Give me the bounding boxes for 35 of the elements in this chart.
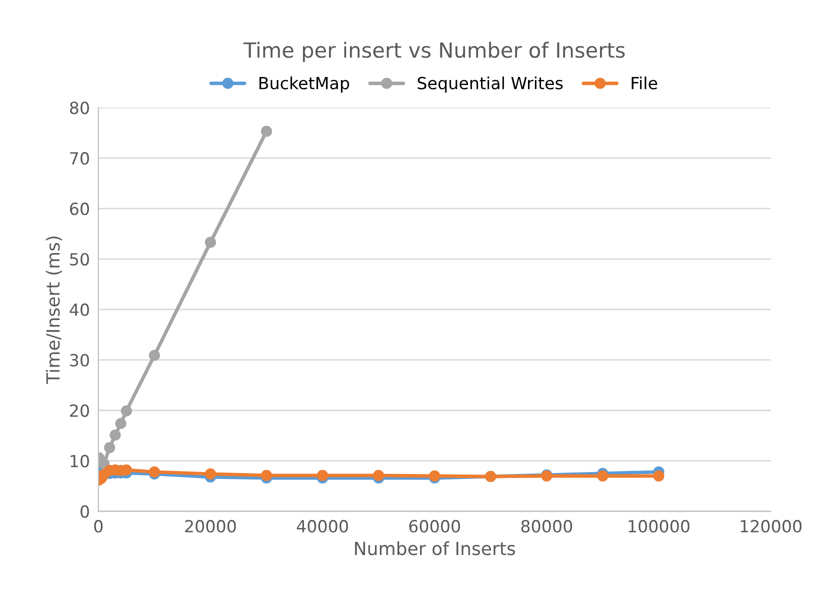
y-tick-label: 60	[70, 202, 89, 216]
point	[110, 430, 121, 441]
point	[204, 468, 216, 480]
y-tick-label: 10	[70, 454, 89, 468]
y-tick-label: 50	[70, 252, 89, 266]
chart-title: Time per insert vs Number of Inserts	[243, 42, 625, 62]
point	[120, 405, 132, 416]
x-tick-label: 80000	[521, 520, 572, 533]
y-tick-label: 80	[70, 102, 89, 114]
point	[373, 470, 384, 482]
point	[597, 470, 608, 482]
point	[204, 236, 216, 248]
legend-label: BucketMap	[259, 76, 350, 93]
x-tick-label: 0	[94, 520, 103, 533]
point	[653, 470, 664, 482]
y-tick-label: 40	[70, 303, 89, 316]
point	[260, 470, 272, 482]
point	[148, 350, 160, 361]
x-tick-label: 20000	[185, 520, 236, 533]
y-axis-title: Time/Insert (ms)	[46, 236, 62, 384]
point	[316, 470, 328, 482]
x-tick-label: 100000	[628, 520, 690, 533]
x-tick-label: 120000	[740, 520, 802, 533]
y-tick-label: 20	[70, 404, 89, 417]
legend-label: Sequential Writes	[418, 76, 563, 93]
x-tick-label: 40000	[296, 520, 348, 533]
legend-label: File	[632, 76, 658, 90]
y-tick-label: 30	[70, 354, 89, 366]
x-axis-title: Number of Inserts	[355, 541, 516, 556]
y-tick-label: 0	[80, 505, 89, 518]
point	[260, 126, 272, 137]
x-tick-label: 60000	[409, 520, 460, 533]
y-tick-label: 70	[70, 152, 89, 165]
point	[115, 418, 126, 430]
point	[104, 442, 116, 454]
